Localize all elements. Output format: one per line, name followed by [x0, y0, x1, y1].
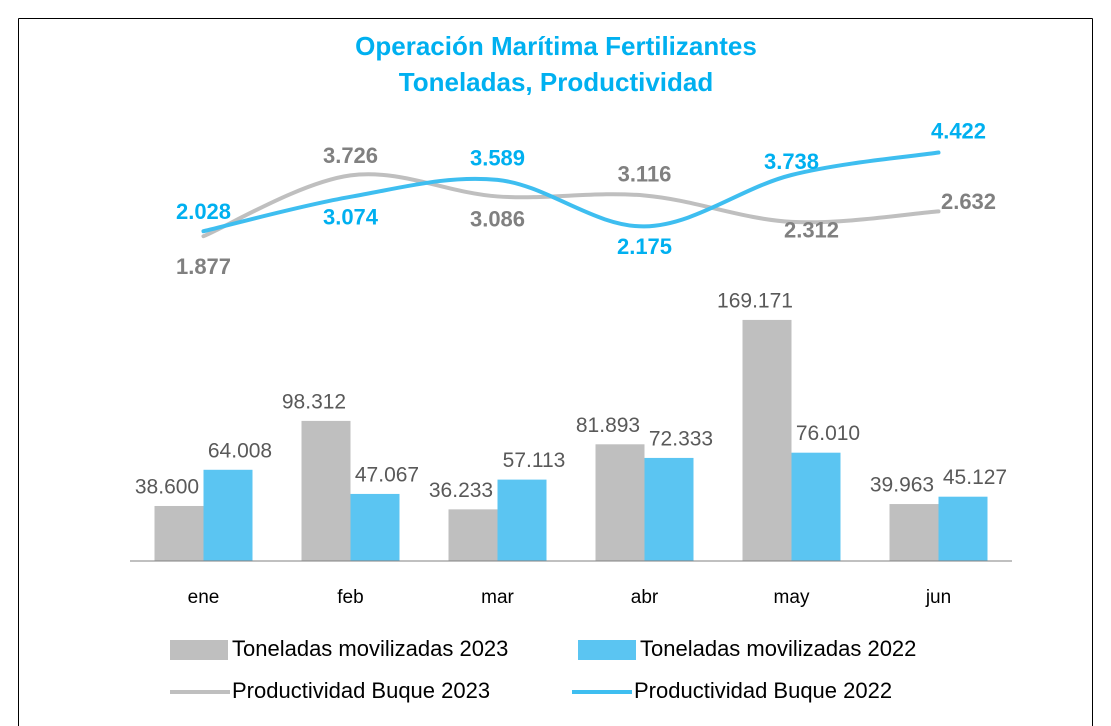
bar [350, 493, 400, 561]
x-tick-label: jun [925, 587, 951, 608]
bar [154, 505, 204, 561]
data-label: 2.175 [617, 234, 672, 259]
data-label: 45.127 [943, 466, 1007, 489]
data-label: 2.028 [176, 199, 231, 224]
data-label: 3.116 [618, 161, 672, 186]
legend-swatch [578, 640, 636, 660]
data-label: 1.877 [176, 254, 231, 279]
data-label: 2.312 [784, 218, 839, 243]
data-label: 76.010 [796, 422, 860, 445]
data-label: 3.074 [323, 205, 379, 230]
data-label: 57.113 [503, 449, 566, 472]
bar [301, 420, 351, 561]
line-series [201, 172, 941, 239]
data-label: 81.893 [576, 414, 640, 437]
legend-label: Toneladas movilizadas 2023 [232, 636, 508, 661]
bar [203, 469, 253, 561]
data-label: 3.738 [764, 149, 819, 174]
data-label: 4.422 [931, 118, 986, 143]
x-tick-label: ene [188, 587, 220, 608]
data-label: 2.632 [941, 189, 996, 214]
data-label: 47.067 [355, 463, 419, 486]
data-label: 72.333 [649, 427, 713, 450]
bar [644, 457, 694, 561]
data-label: 38.600 [135, 476, 199, 499]
bar [595, 444, 645, 561]
bar [938, 496, 988, 561]
bar [889, 504, 939, 561]
bar [448, 509, 498, 561]
data-label: 36.233 [429, 479, 493, 502]
data-label: 169.171 [717, 289, 793, 312]
data-label: 3.726 [323, 143, 378, 168]
chart-title: Operación Marítima Fertilizantes [355, 31, 757, 61]
x-tick-label: feb [337, 587, 363, 608]
data-label: 64.008 [208, 439, 272, 462]
legend-label: Toneladas movilizadas 2022 [640, 636, 916, 661]
bar [742, 319, 792, 561]
chart-subtitle: Toneladas, Productividad [399, 67, 713, 97]
data-label: 39.963 [870, 474, 934, 497]
line-series [201, 150, 941, 234]
x-tick-label: abr [631, 587, 659, 608]
data-label: 3.086 [470, 206, 525, 231]
legend-label: Productividad Buque 2023 [232, 678, 490, 703]
legend-label: Productividad Buque 2022 [634, 678, 892, 703]
x-tick-label: mar [481, 587, 514, 608]
legend-swatch [170, 640, 228, 660]
bar [497, 479, 547, 561]
x-tick-label: may [774, 587, 810, 608]
data-label: 3.589 [470, 146, 525, 171]
bar [791, 452, 841, 561]
data-label: 98.312 [282, 390, 346, 413]
